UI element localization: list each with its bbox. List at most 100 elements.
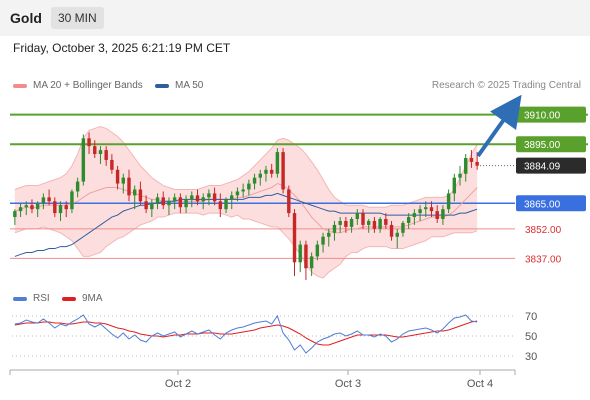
bollinger-band-layer <box>14 125 478 279</box>
candle-body <box>87 138 91 147</box>
candle-body <box>429 207 434 212</box>
candle-body <box>64 205 68 210</box>
legend-ma20: MA 20 + Bollinger Bands <box>13 80 143 91</box>
legend-swatch-ma50 <box>155 83 169 88</box>
candle-body <box>287 189 291 214</box>
candle-body <box>167 201 171 206</box>
candle-body <box>190 195 194 200</box>
candle-body <box>292 213 297 263</box>
candle-body <box>304 244 308 269</box>
legend-rsi: RSI <box>13 293 50 304</box>
level-badge-label: 3884.09 <box>524 162 561 173</box>
ma20-line <box>14 183 478 234</box>
level-badge-label: 3895.00 <box>524 140 561 151</box>
candle-body <box>218 201 223 210</box>
legend-label-rsi: RSI <box>33 293 50 304</box>
candle-body <box>275 152 280 174</box>
candle-body <box>281 152 285 190</box>
candle-body <box>264 169 268 174</box>
candle-body <box>469 157 474 162</box>
legend-9ma: 9MA <box>62 293 103 304</box>
candle-body <box>441 209 445 220</box>
candle-body <box>224 199 228 210</box>
candle-body <box>424 207 428 210</box>
candle-body <box>235 191 240 196</box>
candle-body <box>401 222 405 233</box>
header-bar: Gold 30 MIN <box>0 0 590 36</box>
candle-body <box>155 197 160 204</box>
candle-body <box>458 173 462 178</box>
legend-label-ma20: MA 20 + Bollinger Bands <box>33 80 143 91</box>
candle-body <box>53 201 57 214</box>
candle-body <box>378 219 382 229</box>
level-badge-target <box>516 136 586 153</box>
candle-body <box>24 205 28 208</box>
candle-body <box>418 209 422 214</box>
level-badge-pivot <box>516 195 586 212</box>
x-axis-label: Oct 4 <box>467 378 493 390</box>
candle-body <box>30 205 34 210</box>
x-axis-label: Oct 2 <box>165 378 191 390</box>
candle-body <box>406 217 411 223</box>
legend-label-9ma: 9MA <box>82 293 103 304</box>
candle-body <box>315 244 320 257</box>
candle-body <box>150 203 154 210</box>
ma50-line <box>14 192 478 257</box>
candle-body <box>132 189 137 196</box>
candle-body <box>309 256 314 269</box>
candle-body <box>395 232 399 237</box>
x-axis-label: Oct 3 <box>335 378 361 390</box>
candle-body <box>269 169 274 174</box>
candle-body <box>464 157 468 174</box>
research-credit: Research © 2025 Trading Central <box>431 80 581 91</box>
rsi-9ma-line <box>14 320 478 346</box>
candle-body <box>332 224 337 233</box>
candle-body <box>384 219 388 225</box>
candle-body <box>195 195 200 202</box>
candle-body <box>412 213 417 218</box>
candle-body <box>13 211 17 218</box>
legend-swatch-rsi <box>13 296 27 301</box>
candle-body <box>178 197 183 208</box>
candle-body <box>81 138 86 182</box>
candle-body <box>452 177 457 194</box>
candle-body <box>207 193 211 198</box>
candle-body <box>349 219 354 227</box>
candle-body <box>252 177 257 184</box>
timestamp: Friday, October 3, 2025 6:21:19 PM CET <box>13 41 231 55</box>
candle-body <box>344 220 348 227</box>
rsi-line <box>14 314 478 354</box>
level-badge-label: 3865.00 <box>524 199 561 210</box>
candle-body <box>75 181 80 192</box>
support-level-label: 3837.00 <box>525 254 562 265</box>
legend-ma50: MA 50 <box>155 80 203 91</box>
candle-body <box>115 169 120 184</box>
candle-body <box>104 150 108 160</box>
rsi-level-label: 30 <box>525 351 537 363</box>
candle-body <box>127 177 131 196</box>
timeframe-button[interactable]: 30 MIN <box>51 7 104 29</box>
candle-body <box>247 183 251 190</box>
candle-body <box>366 220 371 225</box>
candle-body <box>110 159 114 170</box>
candle-body <box>41 197 46 204</box>
candle-body <box>435 211 439 220</box>
rsi-panel: 30 50 70 <box>12 311 537 363</box>
candle-body <box>138 189 143 202</box>
support-level-label: 3852.00 <box>525 225 562 236</box>
candle-body <box>58 205 63 214</box>
legend-label-ma50: MA 50 <box>175 80 204 91</box>
bollinger-band-fill <box>14 126 478 279</box>
candle-body <box>212 193 217 202</box>
level-badge-label: 3910.00 <box>524 111 561 122</box>
rsi-level-label: 50 <box>525 331 537 343</box>
candle-body <box>184 199 188 208</box>
candle-body <box>338 220 342 225</box>
x-axis: Oct 2 Oct 3 Oct 4 <box>9 369 516 390</box>
candle-body <box>35 203 40 210</box>
candle-body <box>355 213 360 220</box>
candle-body <box>475 161 479 166</box>
candle-body <box>361 213 365 225</box>
forecast-arrow <box>476 94 522 158</box>
